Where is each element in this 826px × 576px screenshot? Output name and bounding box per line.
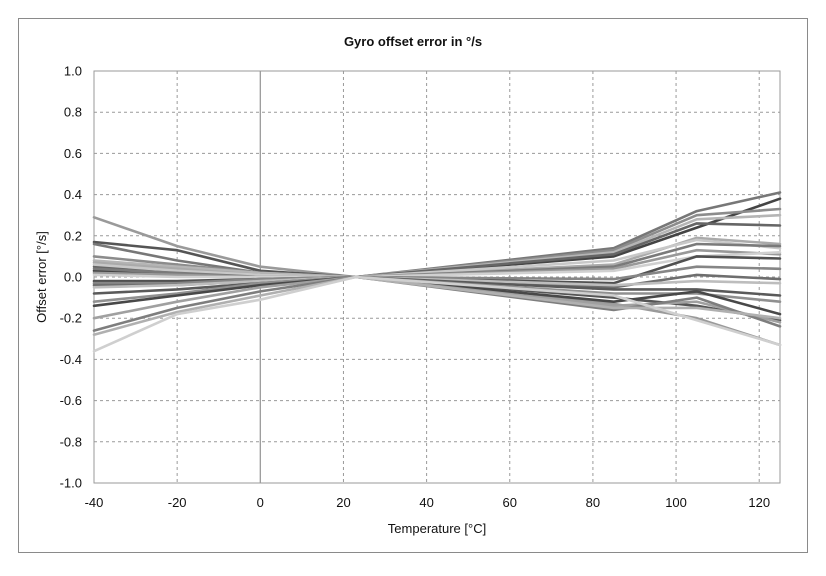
y-tick-label: 0.2 [64,228,82,243]
series-line-s22 [92,275,782,337]
x-axis-label: Temperature [°C] [388,521,486,536]
x-tick-label: 80 [586,495,600,510]
x-tick-label: 20 [336,495,350,510]
series-line-s4 [92,197,782,279]
x-tick-label: 0 [257,495,264,510]
x-tick-label: 100 [665,495,687,510]
series-layer [92,191,782,353]
y-tick-label: 1.0 [64,64,82,79]
y-tick-label: 0.0 [64,270,82,285]
y-tick-label: -0.2 [60,311,82,326]
series-line-s23 [92,275,782,353]
y-tick-label: 0.4 [64,187,82,202]
chart-title: Gyro offset error in °/s [344,34,482,49]
x-tick-label: -20 [168,495,187,510]
x-tick-label: 60 [503,495,517,510]
y-tick-label: -1.0 [60,476,82,491]
y-tick-label: 0.6 [64,146,82,161]
x-tick-label: -40 [85,495,104,510]
y-tick-label: -0.8 [60,434,82,449]
y-tick-label: 0.8 [64,105,82,120]
tick-layer: 1.0 0.8 0.6 0.4 0.2 0.0 -0.2 -0.4 -0.6 -0.8 -1.0-4… [60,64,770,511]
x-tick-label: 40 [419,495,433,510]
y-axis-label: Offset error [°/s] [34,231,49,323]
x-tick-label: 120 [748,495,770,510]
y-tick-label: -0.4 [60,352,82,367]
y-tick-label: -0.6 [60,393,82,408]
series-line-s9 [92,238,782,279]
